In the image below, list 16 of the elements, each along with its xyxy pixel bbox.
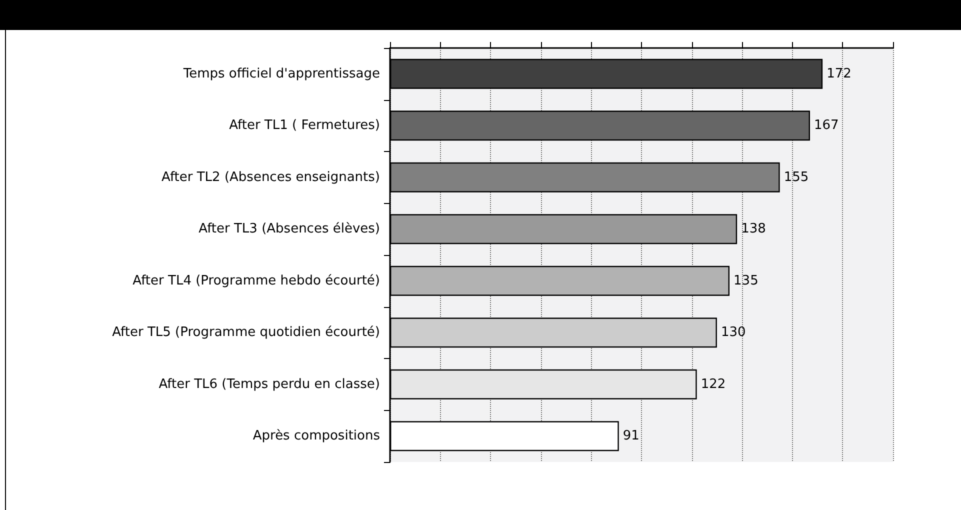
data-label: 167 — [814, 118, 839, 134]
y-tick-label: Temps officiel d'apprentissage — [182, 66, 380, 82]
y-tick-label: After TL4 (Programme hebdo écourté) — [132, 273, 380, 288]
y-tick-label: After TL1 ( Fermetures) — [229, 118, 380, 134]
data-label: 122 — [700, 376, 726, 392]
data-label: 91 — [622, 428, 640, 444]
data-label: 155 — [784, 170, 809, 185]
data-label: 135 — [734, 273, 758, 288]
y-tick-label: After TL5 (Programme quotidien écourté) — [112, 325, 380, 340]
y-tick-label: After TL6 (Temps perdu en classe) — [158, 376, 380, 392]
y-tick-label: Après compositions — [252, 428, 380, 444]
y-tick-label: After TL3 (Absences élèves) — [198, 222, 380, 237]
data-label: 130 — [720, 325, 746, 340]
data-label: 172 — [826, 66, 852, 82]
data-label: 138 — [741, 222, 766, 237]
y-tick-label: After TL2 (Absences enseignants) — [162, 170, 380, 185]
